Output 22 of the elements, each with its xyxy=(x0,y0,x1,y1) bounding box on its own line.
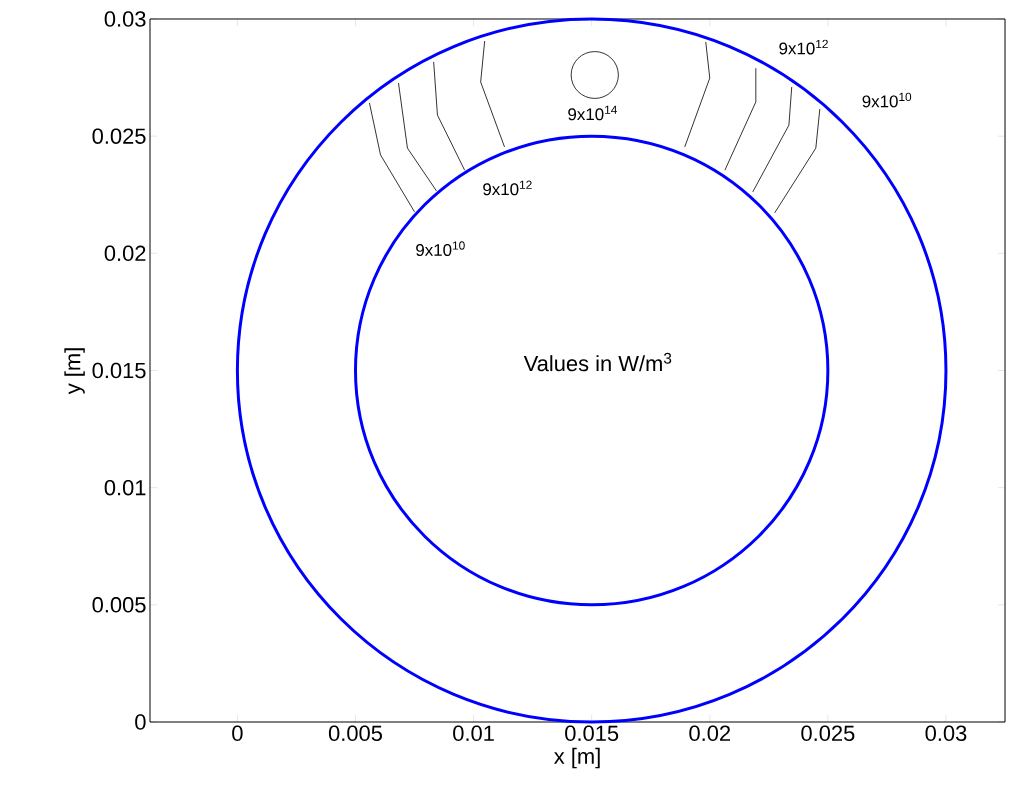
y-tick-label: 0.015 xyxy=(92,362,146,379)
y-tick-label: 0.03 xyxy=(104,11,146,27)
x-tick-label: 0.01 xyxy=(453,725,494,742)
x-tick-label: 0.005 xyxy=(328,725,382,742)
x-tick-label: 0.02 xyxy=(689,725,731,742)
annotation: 9x10$^{14}$ xyxy=(568,105,617,121)
y-axis-title: y [m] xyxy=(64,348,85,395)
annotation: 9x10$^{10}$ xyxy=(862,92,912,108)
annotation: 9x10$^{10}$ xyxy=(416,241,465,257)
annotation: 9x10$^{12}$ xyxy=(779,39,828,55)
x-axis-title: x [m] xyxy=(554,747,600,769)
annotation: Values in W/m$^{3}$ xyxy=(523,352,672,372)
y-tick-label: 0.02 xyxy=(104,245,146,262)
y-tick-label: 0.005 xyxy=(92,597,146,613)
x-tick-label: 0 xyxy=(232,725,243,742)
annotation: 9x10$^{12}$ xyxy=(483,180,532,196)
x-tick-label: 0.025 xyxy=(801,725,855,742)
x-tick-label: 0.015 xyxy=(565,725,619,742)
x-tick-label: 0.03 xyxy=(925,725,967,742)
y-tick-label: 0.025 xyxy=(92,128,146,144)
y-tick-label: 0.01 xyxy=(104,479,146,496)
y-tick-label: 0 xyxy=(135,714,146,730)
